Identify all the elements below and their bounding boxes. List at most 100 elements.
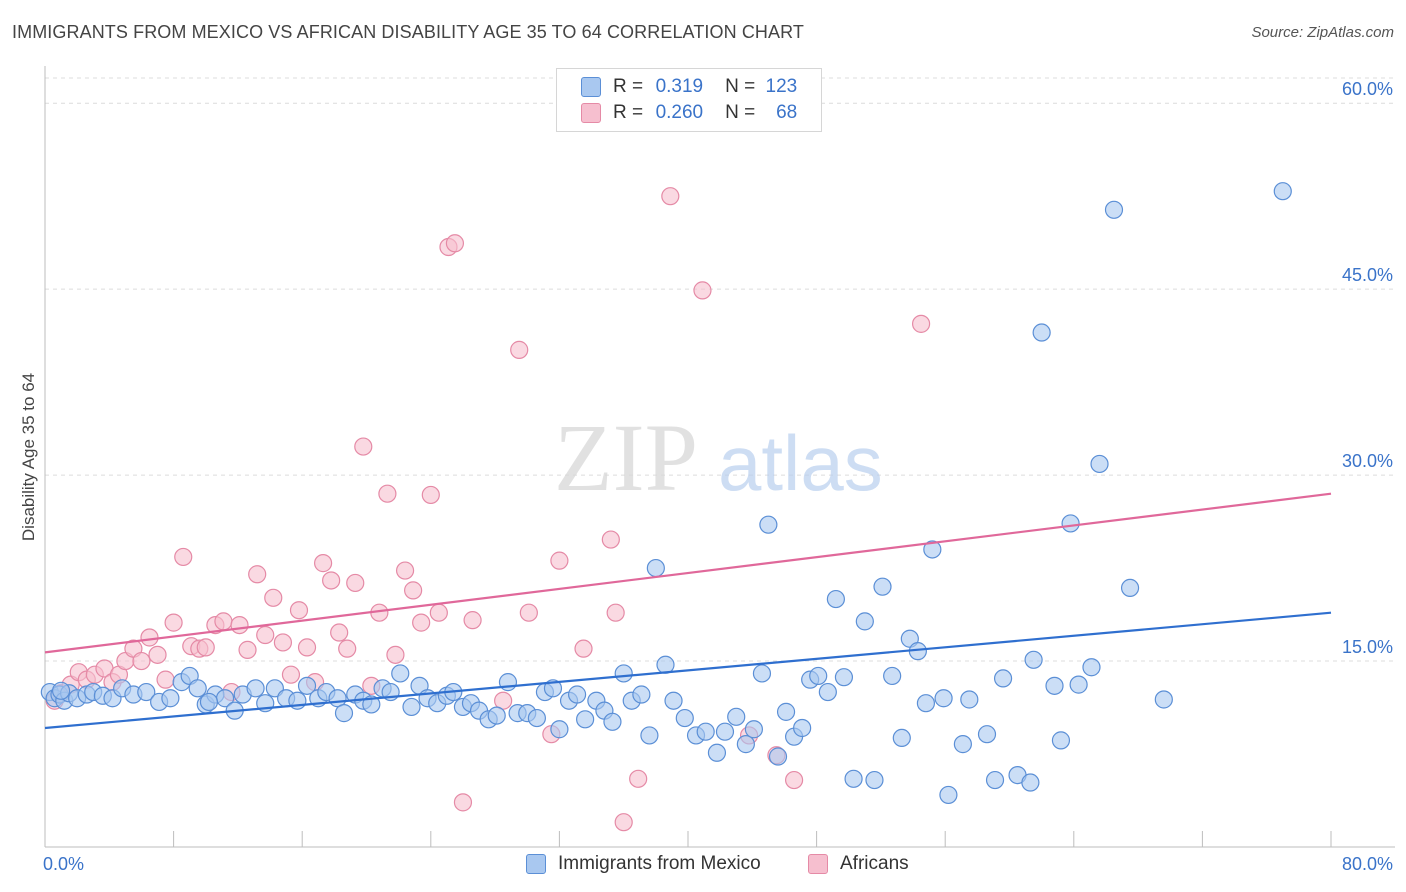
point-africans (230, 615, 249, 635)
point-mexico (640, 726, 659, 745)
bottom-legend-label: Africans (840, 853, 909, 874)
trend-line-africans (44, 492, 1332, 654)
point-africans (421, 485, 440, 505)
point-mexico (487, 706, 506, 725)
axes (44, 66, 1395, 848)
point-mexico (161, 689, 180, 708)
watermark-zip: ZIP (554, 404, 698, 511)
point-mexico (664, 691, 683, 710)
legend-r-label: R = (613, 76, 644, 97)
point-mexico (334, 704, 354, 723)
grid-lines (45, 77, 1395, 662)
point-mexico (953, 735, 972, 754)
point-mexico (977, 725, 997, 744)
point-mexico (246, 679, 265, 698)
point-mexico (707, 743, 727, 762)
point-africans (550, 551, 569, 570)
point-africans (463, 611, 482, 630)
correlation-legend: R = 0.319 N = 123 R = 0.260 N = 68 (556, 68, 822, 132)
chart-source: Source: ZipAtlas.com (1251, 24, 1394, 41)
axis-labels: Disability Age 35 to 64 15.0% 30.0% 45.0% 6… (19, 79, 1393, 874)
legend-n-label: N = (725, 102, 756, 123)
y-tick-label: 30.0% (1342, 451, 1393, 471)
point-mexico (576, 710, 595, 729)
point-africans (196, 638, 215, 657)
point-mexico (985, 770, 1005, 790)
point-mexico (759, 515, 778, 534)
point-mexico (892, 728, 911, 748)
point-mexico (939, 785, 958, 805)
point-mexico (632, 685, 651, 704)
point-africans (911, 314, 931, 333)
point-africans (395, 561, 415, 580)
point-africans (574, 639, 593, 658)
legend-r-label: R = (613, 102, 644, 123)
point-mexico (809, 666, 828, 686)
point-mexico (603, 712, 622, 731)
point-africans (614, 813, 633, 832)
point-africans (784, 770, 804, 790)
point-mexico (1069, 675, 1088, 694)
y-tick-label: 45.0% (1342, 265, 1393, 285)
point-mexico (752, 664, 772, 683)
trend-line-mexico (44, 611, 1332, 730)
point-mexico (934, 689, 953, 708)
point-mexico (391, 664, 410, 683)
point-mexico (916, 694, 936, 713)
point-africans (273, 633, 293, 652)
point-mexico (527, 708, 546, 728)
point-mexico (1082, 658, 1101, 677)
bottom-legend-swatch-blue (526, 854, 546, 874)
point-mexico (727, 707, 746, 726)
point-mexico (550, 720, 569, 739)
point-mexico (826, 589, 845, 609)
point-africans (338, 639, 357, 658)
legend-r-value: 0.260 (655, 102, 704, 123)
x-tick-label-max: 80.0% (1342, 854, 1393, 874)
point-africans (629, 769, 648, 788)
point-africans (693, 281, 712, 300)
point-mexico (1051, 731, 1071, 750)
y-tick-label: 15.0% (1342, 637, 1393, 657)
point-africans (453, 793, 473, 812)
point-mexico (1090, 454, 1109, 474)
point-mexico (199, 692, 219, 712)
point-africans (346, 573, 365, 593)
point-africans (322, 571, 341, 590)
point-mexico (1273, 182, 1292, 201)
point-mexico (923, 540, 942, 559)
data-points (40, 182, 1292, 832)
watermark-atlas: atlas (718, 419, 883, 507)
bottom-legend-label: Immigrants from Mexico (558, 853, 761, 874)
point-africans (238, 640, 257, 659)
point-africans (354, 437, 373, 456)
point-mexico (1045, 676, 1064, 695)
legend-r-value: 0.319 (655, 76, 704, 97)
point-africans (606, 603, 625, 622)
bottom-legend-mexico: Immigrants from Mexico (526, 852, 761, 876)
point-africans (404, 581, 423, 600)
point-africans (256, 625, 275, 645)
point-africans (510, 340, 529, 359)
point-mexico (1120, 578, 1140, 598)
point-africans (140, 628, 159, 647)
point-africans (313, 554, 333, 573)
point-africans (412, 613, 431, 632)
point-mexico (865, 770, 884, 790)
trend-lines (44, 492, 1332, 730)
point-mexico (402, 697, 421, 717)
point-mexico (960, 690, 979, 709)
legend-swatch-blue (581, 77, 601, 97)
point-africans (661, 187, 680, 206)
legend-swatch-pink (581, 103, 601, 123)
point-africans (281, 665, 301, 684)
point-africans (297, 638, 317, 657)
point-africans (445, 234, 465, 253)
point-mexico (873, 577, 892, 596)
legend-n-value: 123 (765, 76, 798, 97)
legend-n-value: 68 (776, 102, 798, 123)
point-mexico (567, 685, 587, 704)
point-mexico (188, 679, 207, 698)
y-tick-label: 60.0% (1342, 79, 1393, 99)
